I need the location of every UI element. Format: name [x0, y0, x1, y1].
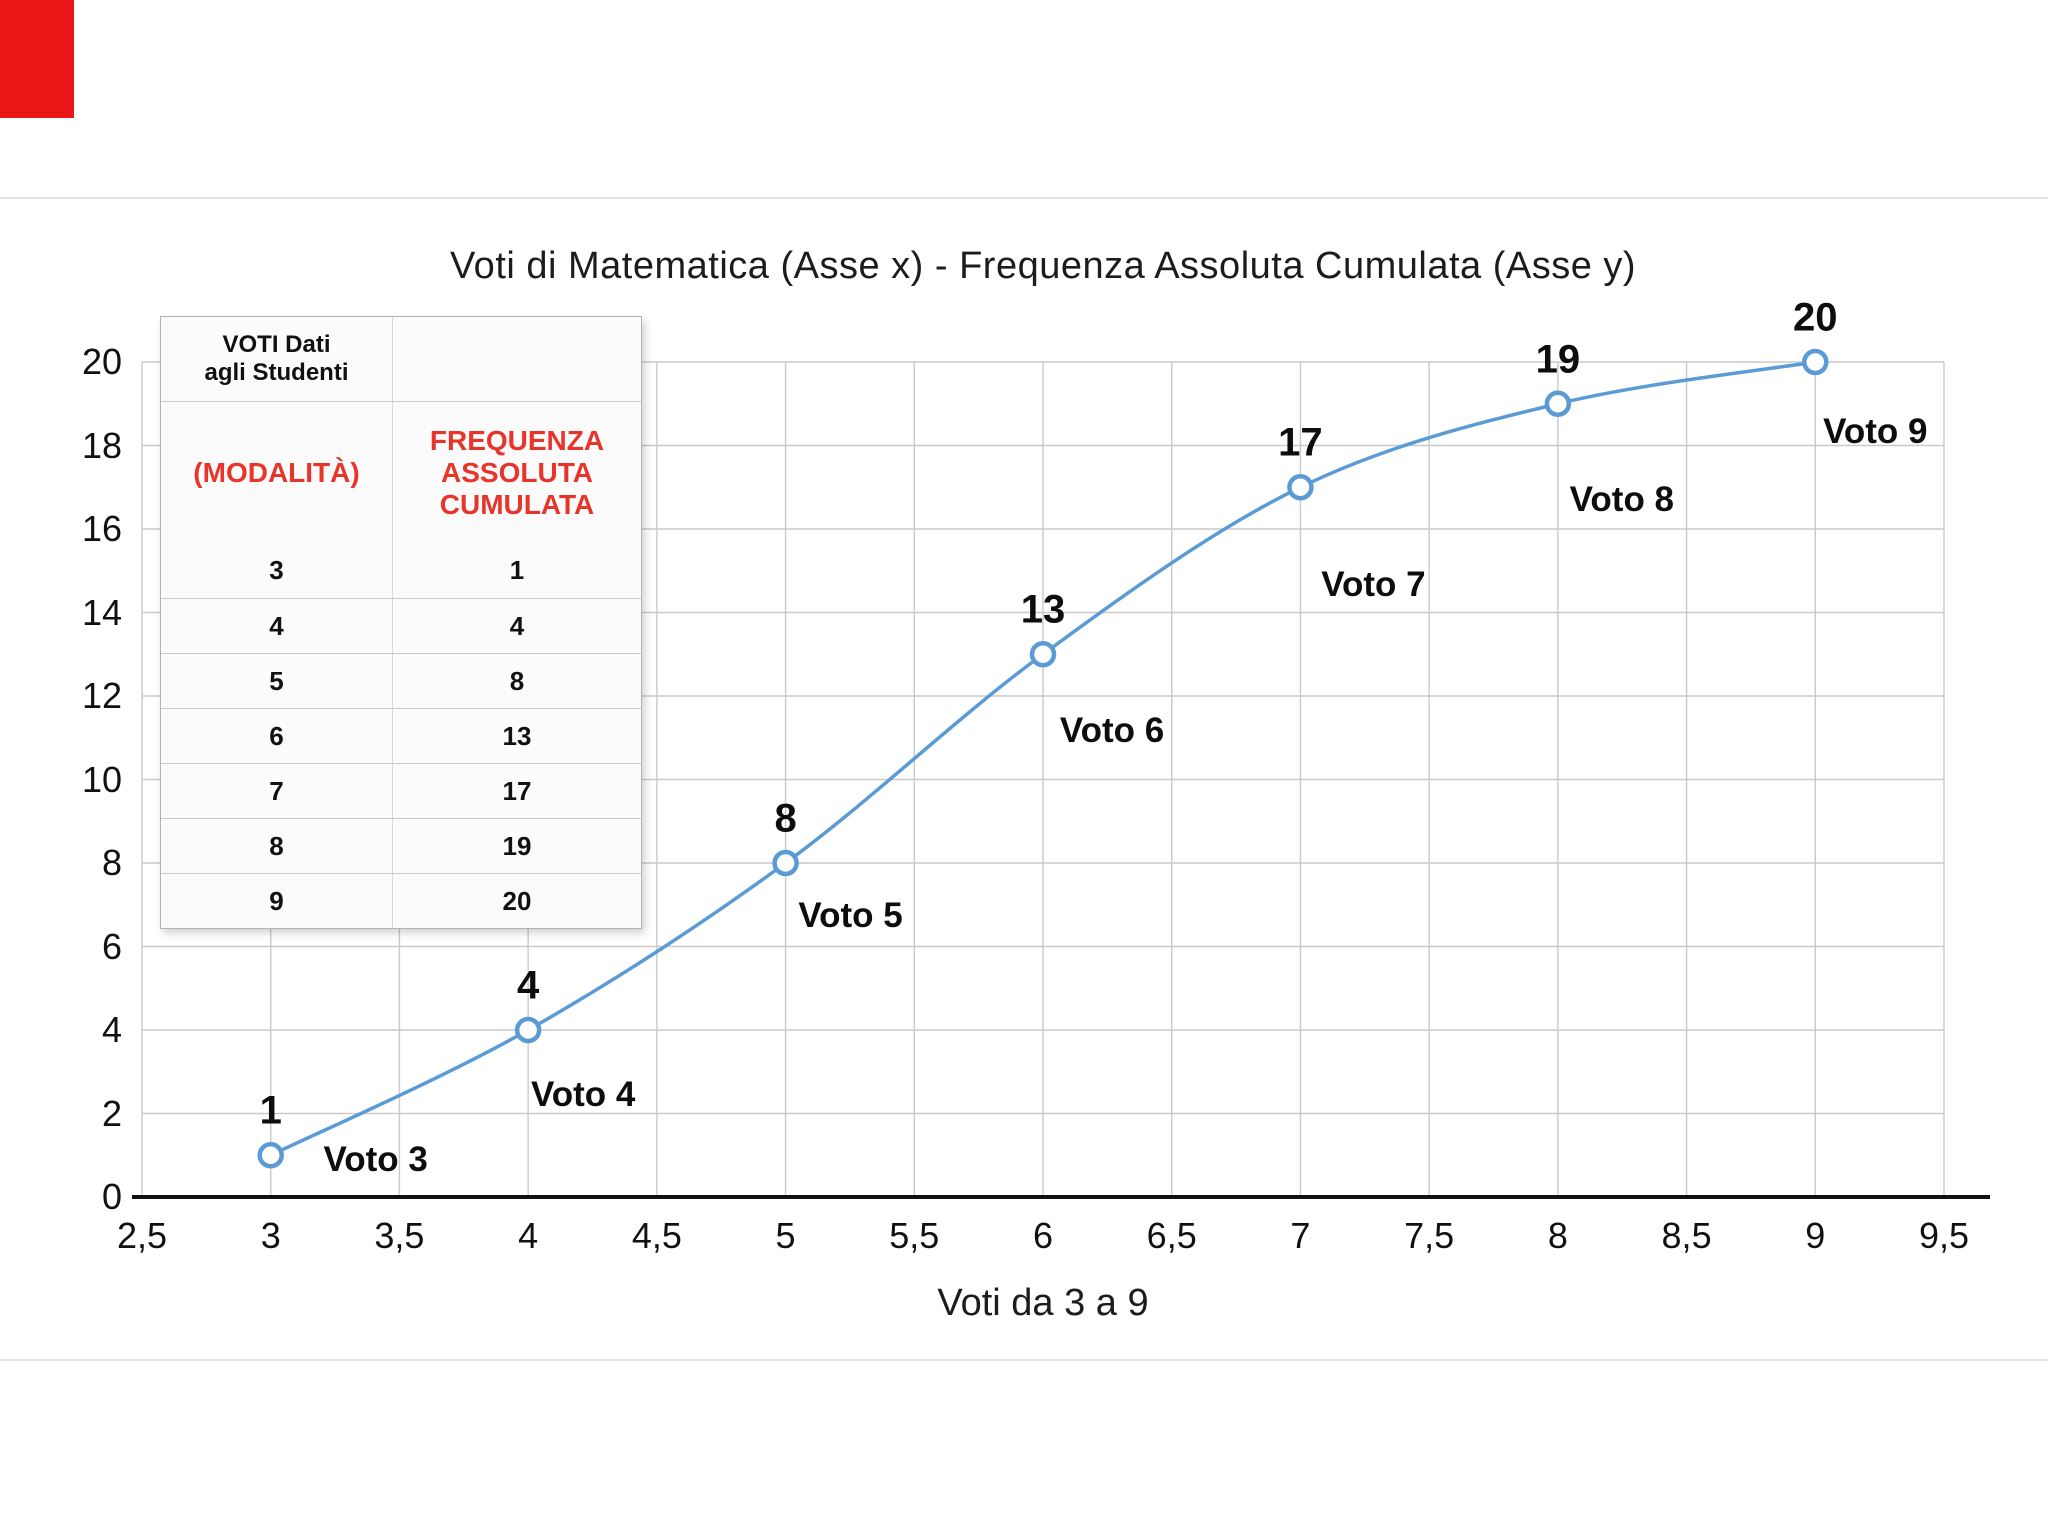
y-tick-label: 8	[101, 842, 122, 883]
point-value-label: 13	[1020, 587, 1066, 632]
data-point-marker	[772, 849, 799, 877]
x-tick-label: 3	[260, 1215, 281, 1256]
point-value-label: 4	[517, 963, 540, 1008]
table-header-frequenza: FREQUENZA ASSOLUTA CUMULATA	[429, 424, 605, 520]
y-tick-label: 14	[81, 591, 122, 633]
table-cell-frequenza: 17	[502, 775, 532, 806]
point-name-label: Voto 4	[530, 1075, 636, 1114]
x-tick-label: 8,5	[1661, 1215, 1712, 1256]
point-value-label: 19	[1535, 337, 1581, 382]
top-divider	[0, 197, 2048, 199]
table-cell-voto: 3	[161, 543, 393, 598]
x-tick-label: 8	[1547, 1215, 1568, 1256]
x-tick-label: 4,5	[631, 1215, 682, 1256]
table-cell-voto: 6	[161, 709, 393, 763]
data-point-marker	[257, 1142, 284, 1169]
table-row: 8 19	[161, 818, 641, 873]
y-tick-label: 6	[101, 925, 122, 967]
table-cell-voto: 8	[161, 819, 393, 873]
y-tick-label: 20	[81, 341, 122, 382]
table-cell-frequenza: 4	[509, 610, 525, 641]
x-axis-title: Voti da 3 a 9	[937, 1282, 1149, 1324]
point-value-label: 8	[774, 796, 797, 841]
point-name-label: Voto 6	[1059, 711, 1165, 751]
table-header-voti: VOTI Dati agli Studenti	[161, 317, 393, 401]
x-tick-label: 5	[775, 1215, 796, 1256]
table-cell-frequenza: 1	[509, 555, 525, 585]
table-row: 7 17	[161, 763, 641, 818]
data-point-marker	[1544, 390, 1572, 417]
y-tick-label: 0	[101, 1176, 122, 1217]
x-tick-label: 9	[1805, 1215, 1826, 1256]
point-value-label: 17	[1278, 420, 1323, 465]
table-row: 6 13	[161, 708, 641, 763]
table-cell-voto: 9	[161, 874, 393, 928]
table-cell-frequenza: 19	[502, 830, 532, 861]
point-name-label: Voto 7	[1321, 565, 1426, 605]
x-tick-label: 3,5	[374, 1215, 425, 1256]
y-tick-label: 18	[81, 424, 122, 466]
point-name-label: Voto 3	[323, 1140, 428, 1180]
x-tick-label: 7	[1290, 1215, 1311, 1256]
bottom-divider	[0, 1359, 2048, 1361]
x-tick-label: 6	[1032, 1215, 1054, 1256]
x-tick-label: 6,5	[1146, 1215, 1197, 1256]
x-tick-label: 4	[518, 1215, 539, 1256]
table-cell-voto: 5	[161, 654, 393, 708]
corner-red-square	[0, 0, 74, 118]
chart-title: Voti di Matematica (Asse x) - Frequenza …	[449, 245, 1637, 287]
point-value-label: 20	[1793, 295, 1838, 340]
data-point-marker	[1029, 641, 1057, 668]
x-tick-label: 5,5	[889, 1215, 940, 1256]
table-header-row: VOTI Dati agli Studenti	[161, 317, 641, 401]
y-tick-label: 2	[101, 1092, 122, 1134]
table-header-modalita: (MODALITÀ)	[161, 402, 393, 543]
point-value-label: 1	[259, 1088, 282, 1133]
table-row: 9 20	[161, 873, 641, 928]
point-name-label: Voto 5	[798, 896, 903, 935]
x-tick-label: 2,5	[116, 1215, 168, 1256]
y-tick-label: 10	[81, 758, 122, 800]
x-tick-label: 7,5	[1404, 1215, 1455, 1256]
point-name-label: Voto 9	[1823, 412, 1928, 451]
x-tick-label: 9,5	[1918, 1215, 1970, 1256]
y-tick-label: 12	[81, 675, 122, 716]
table-body: 3 1 4 4 5 8 6 13 7 17 8 19 9 20	[161, 543, 641, 928]
y-tick-label: 4	[101, 1009, 122, 1050]
table-cell-frequenza: 20	[502, 885, 532, 916]
point-name-label: Voto 8	[1569, 479, 1675, 519]
table-cell-frequenza: 8	[509, 665, 525, 696]
inset-table: VOTI Dati agli Studenti (MODALITÀ) FREQU…	[160, 316, 642, 929]
table-header-empty	[393, 317, 641, 401]
table-cell-voto: 4	[161, 599, 393, 653]
data-point-marker	[1287, 474, 1314, 501]
data-point-marker	[1802, 348, 1829, 376]
table-subheader-row: (MODALITÀ) FREQUENZA ASSOLUTA CUMULATA	[161, 401, 641, 543]
table-cell-frequenza: 13	[502, 720, 532, 751]
data-point-marker	[514, 1016, 542, 1044]
table-cell-voto: 7	[161, 764, 393, 818]
y-tick-label: 16	[81, 508, 122, 549]
